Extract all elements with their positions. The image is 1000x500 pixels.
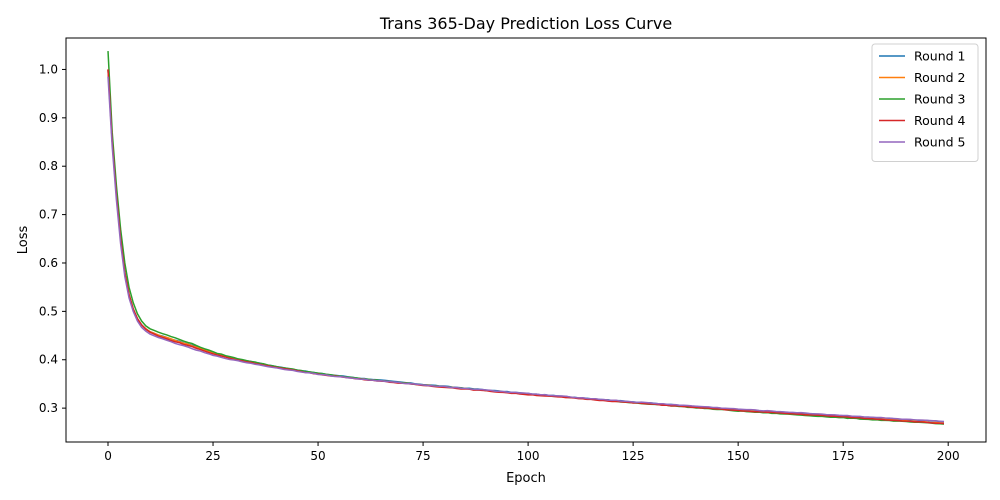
x-tick-label: 50 — [310, 449, 325, 463]
legend-box — [871, 43, 979, 162]
y-tick-label: 0.4 — [39, 353, 58, 367]
y-tick-label: 0.8 — [39, 159, 58, 173]
y-axis-ticks: 0.3 0.4 0.5 0.6 0.7 0.8 0.9 1.0 — [39, 62, 66, 415]
plot-area — [107, 51, 945, 425]
chart-title: Trans 365-Day Prediction Loss Curve — [379, 14, 672, 33]
x-tick-label: 175 — [832, 449, 855, 463]
legend-label: Round 1 — [914, 49, 965, 64]
series-line-round-3 — [107, 51, 945, 425]
y-tick-label: 0.3 — [39, 401, 58, 415]
series-line-round-1 — [107, 69, 945, 423]
y-tick-label: 0.9 — [39, 111, 58, 125]
y-tick-label: 0.7 — [39, 208, 58, 222]
legend-label: Round 5 — [914, 135, 965, 150]
y-tick-label: 0.5 — [39, 304, 58, 318]
legend: Round 1 Round 2 Round 3 Round 4 Round 5 — [871, 43, 979, 162]
x-tick-label: 25 — [205, 449, 220, 463]
x-axis-ticks: 0 25 50 75 100 125 150 175 200 — [104, 442, 960, 463]
series-line-round-4 — [107, 69, 945, 425]
legend-label: Round 3 — [914, 92, 965, 107]
x-tick-label: 0 — [104, 449, 112, 463]
x-axis-label: Epoch — [506, 471, 546, 486]
y-tick-label: 0.6 — [39, 256, 58, 270]
legend-label: Round 2 — [914, 70, 965, 85]
x-tick-label: 200 — [937, 449, 960, 463]
series-line-round-5 — [107, 76, 945, 423]
x-tick-label: 150 — [727, 449, 750, 463]
x-tick-label: 100 — [517, 449, 540, 463]
series-line-round-2 — [107, 69, 945, 424]
plot-frame — [65, 37, 987, 443]
x-tick-label: 75 — [415, 449, 430, 463]
y-axis-label: Loss — [16, 226, 31, 255]
x-tick-label: 125 — [622, 449, 645, 463]
legend-label: Round 4 — [914, 113, 966, 128]
y-tick-label: 1.0 — [39, 62, 58, 76]
